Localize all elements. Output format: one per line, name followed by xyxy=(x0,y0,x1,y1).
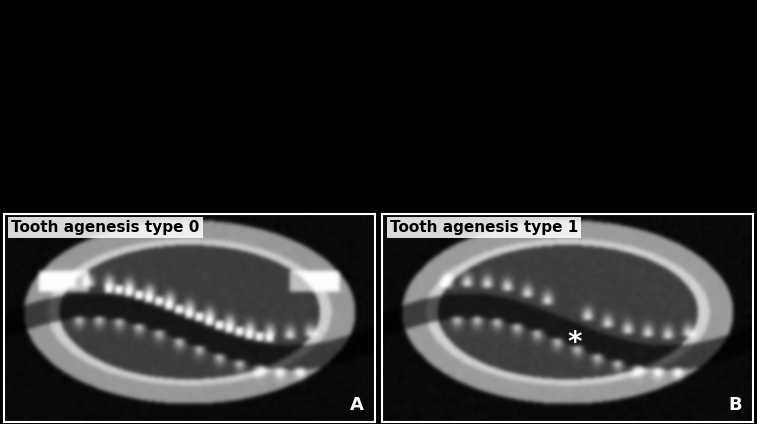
Text: Tooth agenesis type 0: Tooth agenesis type 0 xyxy=(11,220,200,235)
Text: Tooth agenesis type 1: Tooth agenesis type 1 xyxy=(390,220,578,235)
Text: *: * xyxy=(568,329,582,357)
Text: A: A xyxy=(350,396,363,413)
Text: B: B xyxy=(728,396,742,413)
